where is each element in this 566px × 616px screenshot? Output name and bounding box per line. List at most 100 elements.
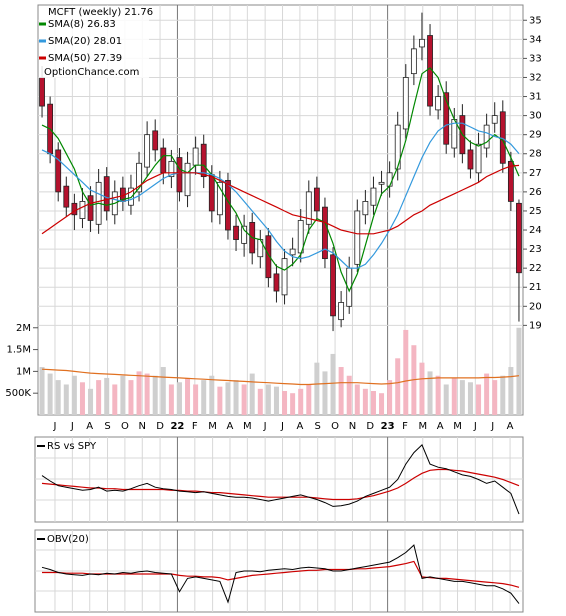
sma-line — [41, 122, 520, 269]
candle-body — [192, 147, 199, 166]
y-tick-label: 25 — [529, 206, 542, 217]
x-tick-label: M — [243, 421, 252, 432]
candle-body — [378, 181, 385, 185]
x-tick-label: F — [402, 421, 408, 432]
volume-tick-label: 2M — [16, 323, 31, 334]
y-tick-label: 19 — [529, 320, 542, 331]
candle-body — [136, 162, 142, 193]
x-tick-label: J — [52, 421, 56, 432]
x-tick-label: N — [349, 421, 356, 432]
candle-body — [322, 206, 328, 260]
volume-bar — [201, 380, 207, 415]
candle-body — [507, 160, 514, 202]
volume-bar — [144, 373, 150, 415]
candle-body — [103, 176, 110, 212]
x-tick-label: J — [473, 421, 477, 432]
candle-body — [184, 162, 191, 197]
x-tick-label: D — [366, 421, 374, 432]
candle-body — [39, 77, 45, 107]
x-tick-label: A — [437, 421, 444, 432]
volume-bar — [241, 384, 247, 415]
x-tick-label: O — [331, 421, 339, 432]
volume-bar — [88, 388, 94, 415]
volume-bar — [435, 375, 441, 415]
candle-body — [208, 174, 215, 212]
candle-body — [313, 187, 320, 212]
volume-bar — [193, 384, 199, 415]
volume-bar — [217, 386, 223, 415]
volume-bar — [257, 388, 263, 415]
volume-bar — [168, 384, 174, 415]
candle-body — [305, 191, 312, 225]
candle-body — [443, 92, 450, 145]
volume-tick-label: 1.5M — [6, 345, 31, 356]
y-tick-label: 31 — [529, 92, 542, 103]
volume-bar — [492, 380, 498, 415]
candle-body — [419, 38, 425, 48]
y-tick-label: 33 — [529, 53, 542, 64]
candle-body — [394, 124, 401, 170]
volume-bar — [39, 367, 45, 415]
x-tick-label: M — [208, 421, 217, 432]
y-tick-label: 29 — [529, 130, 542, 141]
volume-bar — [265, 384, 271, 415]
x-tick-label: A — [86, 421, 93, 432]
volume-bar — [71, 375, 77, 415]
candle-body — [241, 225, 248, 244]
volume-bar — [419, 362, 425, 415]
volume-bar — [79, 382, 85, 415]
x-tick-label: J — [263, 421, 267, 432]
candle-body — [63, 185, 70, 208]
volume-bar — [362, 388, 368, 415]
candle-body — [79, 201, 86, 219]
y-tick-label: 35 — [529, 15, 542, 26]
x-tick-label: M — [418, 421, 427, 432]
y-tick-label: 21 — [529, 282, 542, 293]
candle-body — [265, 235, 272, 279]
x-tick-label: A — [296, 421, 303, 432]
panel-label: RS vs SPY — [47, 441, 97, 452]
candle-body — [410, 48, 417, 75]
indicator-ma-line — [41, 468, 520, 501]
volume-bar — [96, 380, 102, 415]
candle-body — [467, 149, 474, 170]
candle-body — [273, 273, 280, 292]
x-tick-label: O — [121, 421, 129, 432]
candle-body — [475, 143, 482, 174]
volume-bar — [63, 384, 69, 415]
volume-bar — [370, 391, 376, 415]
volume-bar — [338, 367, 344, 415]
y-tick-label: 27 — [529, 168, 542, 179]
volume-bar — [443, 384, 449, 415]
candle-body — [144, 134, 151, 168]
x-tick-label: D — [156, 421, 164, 432]
volume-bar — [112, 384, 118, 415]
y-tick-label: 20 — [529, 301, 542, 312]
candles — [39, 12, 522, 332]
volume-bar — [346, 375, 352, 415]
volume-bar — [387, 380, 393, 415]
x-tick-label: S — [315, 421, 321, 432]
volume-tick-label: 500K — [5, 388, 31, 399]
legend-label: SMA(8) 26.83 — [48, 19, 116, 30]
x-tick-label: A — [507, 421, 514, 432]
volume-bar — [395, 358, 401, 415]
candle-body — [176, 157, 183, 193]
volume-bar — [152, 375, 158, 415]
x-tick-label: M — [453, 421, 462, 432]
volume-tick-label: 1M — [16, 366, 31, 377]
candle-body — [55, 149, 62, 193]
volume-bar — [273, 386, 279, 415]
candle-body — [128, 187, 134, 206]
volume-bar — [516, 327, 522, 415]
y-tick-label: 26 — [529, 187, 542, 198]
candle-body — [87, 195, 94, 221]
legend-box — [39, 6, 149, 78]
volume-bar — [136, 371, 142, 415]
volume-bar — [176, 382, 182, 415]
x-tick-label: A — [227, 421, 234, 432]
candle-body — [225, 180, 231, 231]
volume-bar — [185, 377, 191, 415]
y-tick-label: 32 — [529, 72, 542, 83]
